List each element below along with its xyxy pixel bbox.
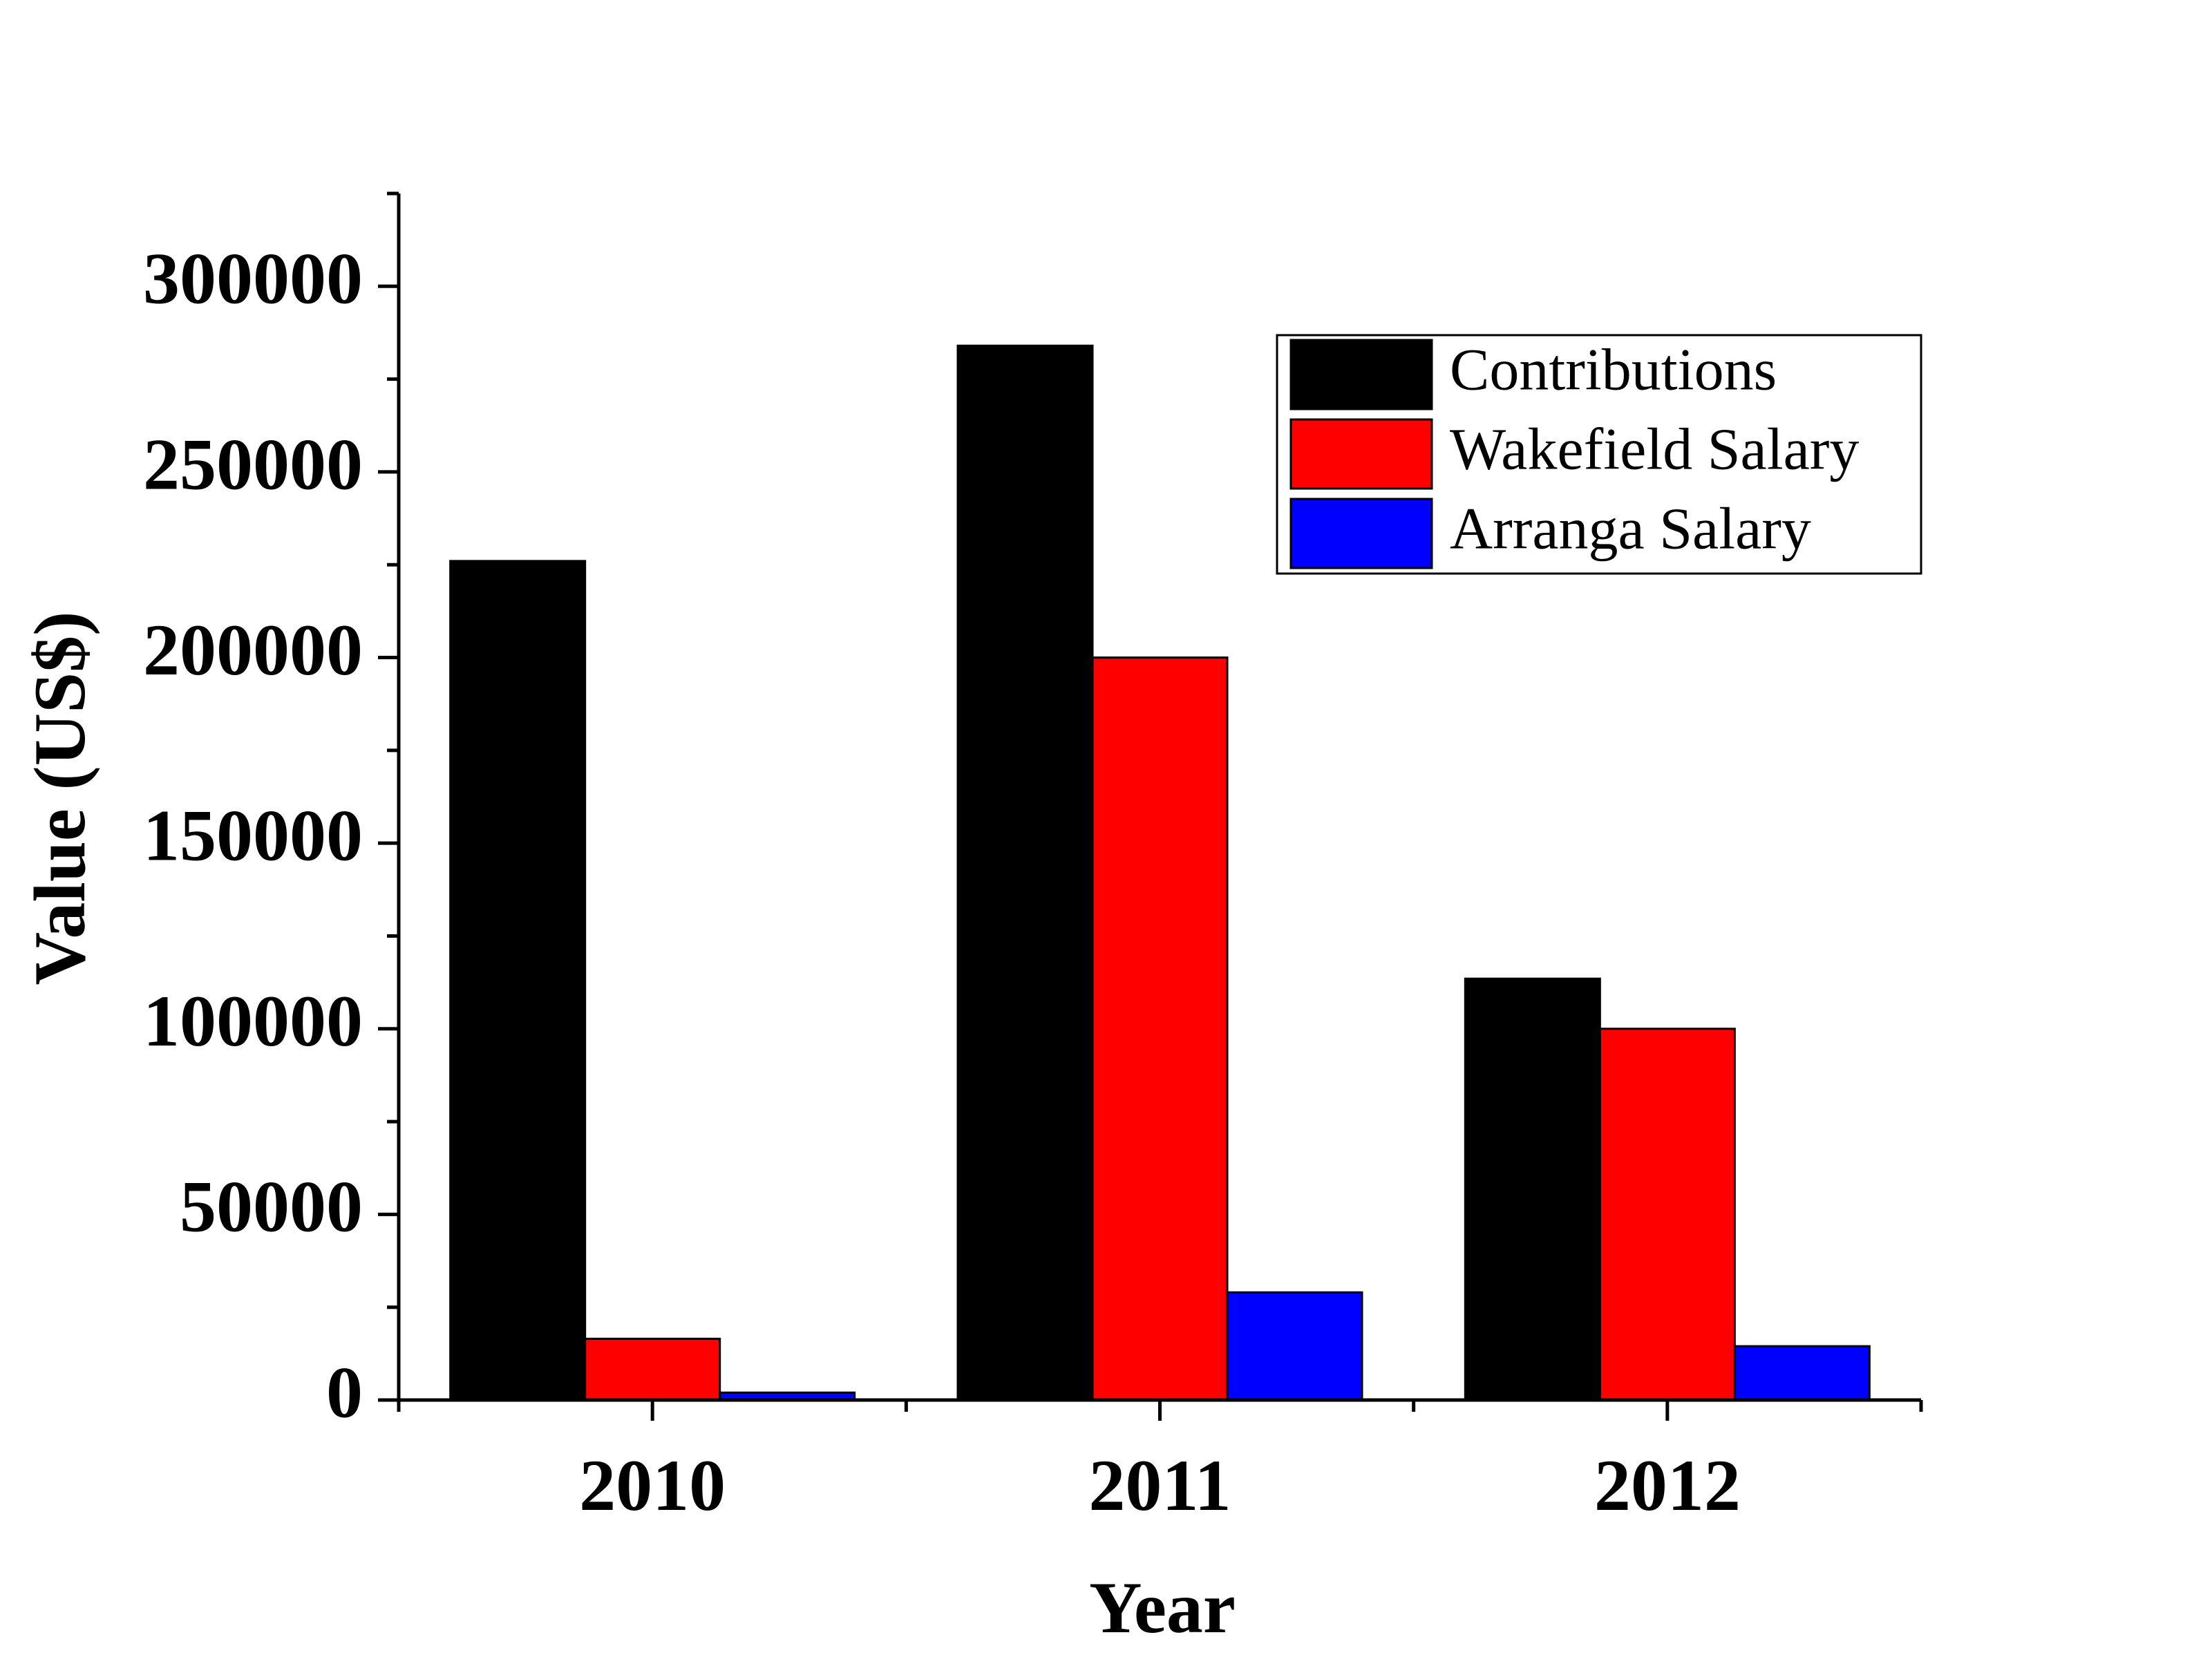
x-tick-label: 2010 — [579, 1445, 726, 1526]
legend-swatch — [1289, 339, 1433, 410]
y-tick-label: 300000 — [143, 238, 363, 319]
bar-contributions-2012 — [1464, 977, 1601, 1401]
x-axis-title: Year — [1089, 1567, 1236, 1648]
bar-contributions-2011 — [956, 344, 1094, 1401]
bar-wakefield-salary-2011 — [1091, 656, 1229, 1401]
y-tick-label: 200000 — [143, 609, 363, 690]
y-axis-title: Value (US$) — [19, 612, 100, 985]
y-ticks: 0 50000 100000 150000 200000 250000 300000 — [143, 191, 399, 1433]
y-tick-label: 150000 — [143, 795, 363, 876]
legend: Contributions Wakefield Salary Arranga Sal… — [1276, 334, 1922, 575]
bar-arranga-salary-2011 — [1226, 1291, 1363, 1401]
x-tick-label: 2011 — [1088, 1445, 1231, 1526]
legend-swatch — [1289, 498, 1433, 569]
bar-contributions-2010 — [449, 560, 587, 1401]
y-tick-label: 0 — [326, 1352, 363, 1433]
legend-label: Wakefield Salary — [1450, 416, 1859, 482]
y-tick-label: 100000 — [143, 981, 363, 1061]
bar-wakefield-salary-2010 — [584, 1337, 721, 1401]
legend-label: Arranga Salary — [1450, 495, 1811, 562]
bar-wakefield-salary-2012 — [1598, 1028, 1736, 1401]
y-tick-label: 50000 — [180, 1166, 363, 1247]
legend-label: Contributions — [1450, 337, 1777, 403]
x-tick-label: 2012 — [1594, 1445, 1741, 1526]
legend-swatch — [1289, 418, 1433, 490]
x-ticks: 2010 2011 2012 — [397, 1400, 1923, 1526]
bar-arranga-salary-2012 — [1733, 1345, 1871, 1401]
y-tick-label: 250000 — [143, 424, 363, 504]
bars-layer — [449, 344, 1871, 1401]
